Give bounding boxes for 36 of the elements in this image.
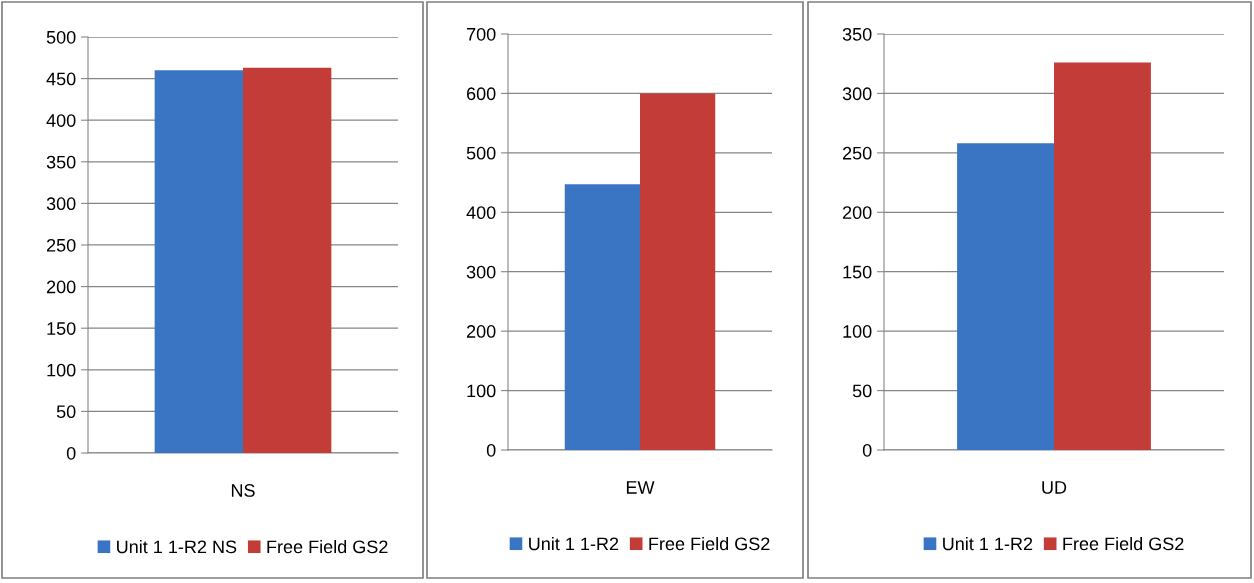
x-tick-label: UD [1042,481,1067,494]
y-tick-label: 350 [842,27,872,41]
legend-label: Unit 1 1-R2 [943,536,1033,551]
y-tick-label: 150 [843,265,872,279]
y-tick-label: 50 [852,384,872,398]
y-tick-label: 500 [46,30,76,44]
y-tick-label: 300 [842,87,872,101]
y-tick-label: 200 [46,280,76,294]
y-tick-label: 200 [466,325,496,338]
y-tick-label: 0 [66,446,76,460]
y-tick-label: 0 [486,443,496,457]
legend-label: Unit 1 1-R2 [529,536,619,551]
y-tick-label: 250 [46,238,76,252]
y-tick-label: 450 [46,72,76,86]
y-tick-label: 150 [47,322,76,335]
legend-label: Free Field GS2 [1063,536,1184,551]
y-tick-label: 350 [46,155,76,169]
y-tick-label: 400 [466,206,496,220]
x-tick-label: NS [231,484,255,497]
y-tick-label: 200 [842,206,872,220]
y-tick-label: 50 [56,405,76,419]
y-tick-label: 500 [466,146,496,160]
y-tick-label: 100 [843,325,872,338]
y-tick-label: 0 [862,443,872,457]
y-tick-label: 600 [466,87,496,101]
y-tick-label: 700 [467,27,496,41]
y-tick-label: 250 [842,146,872,160]
y-tick-label: 400 [46,114,76,127]
y-tick-label: 100 [47,363,76,377]
x-tick-label: EW [626,481,655,494]
legend-label: Free Field GS2 [649,536,770,551]
y-tick-label: 100 [467,384,496,398]
legend-label: Free Field GS2 [267,539,388,554]
y-tick-label: 300 [46,197,76,211]
legend-label: Unit 1 1-R2 NS [117,539,237,554]
y-tick-label: 300 [466,265,496,279]
